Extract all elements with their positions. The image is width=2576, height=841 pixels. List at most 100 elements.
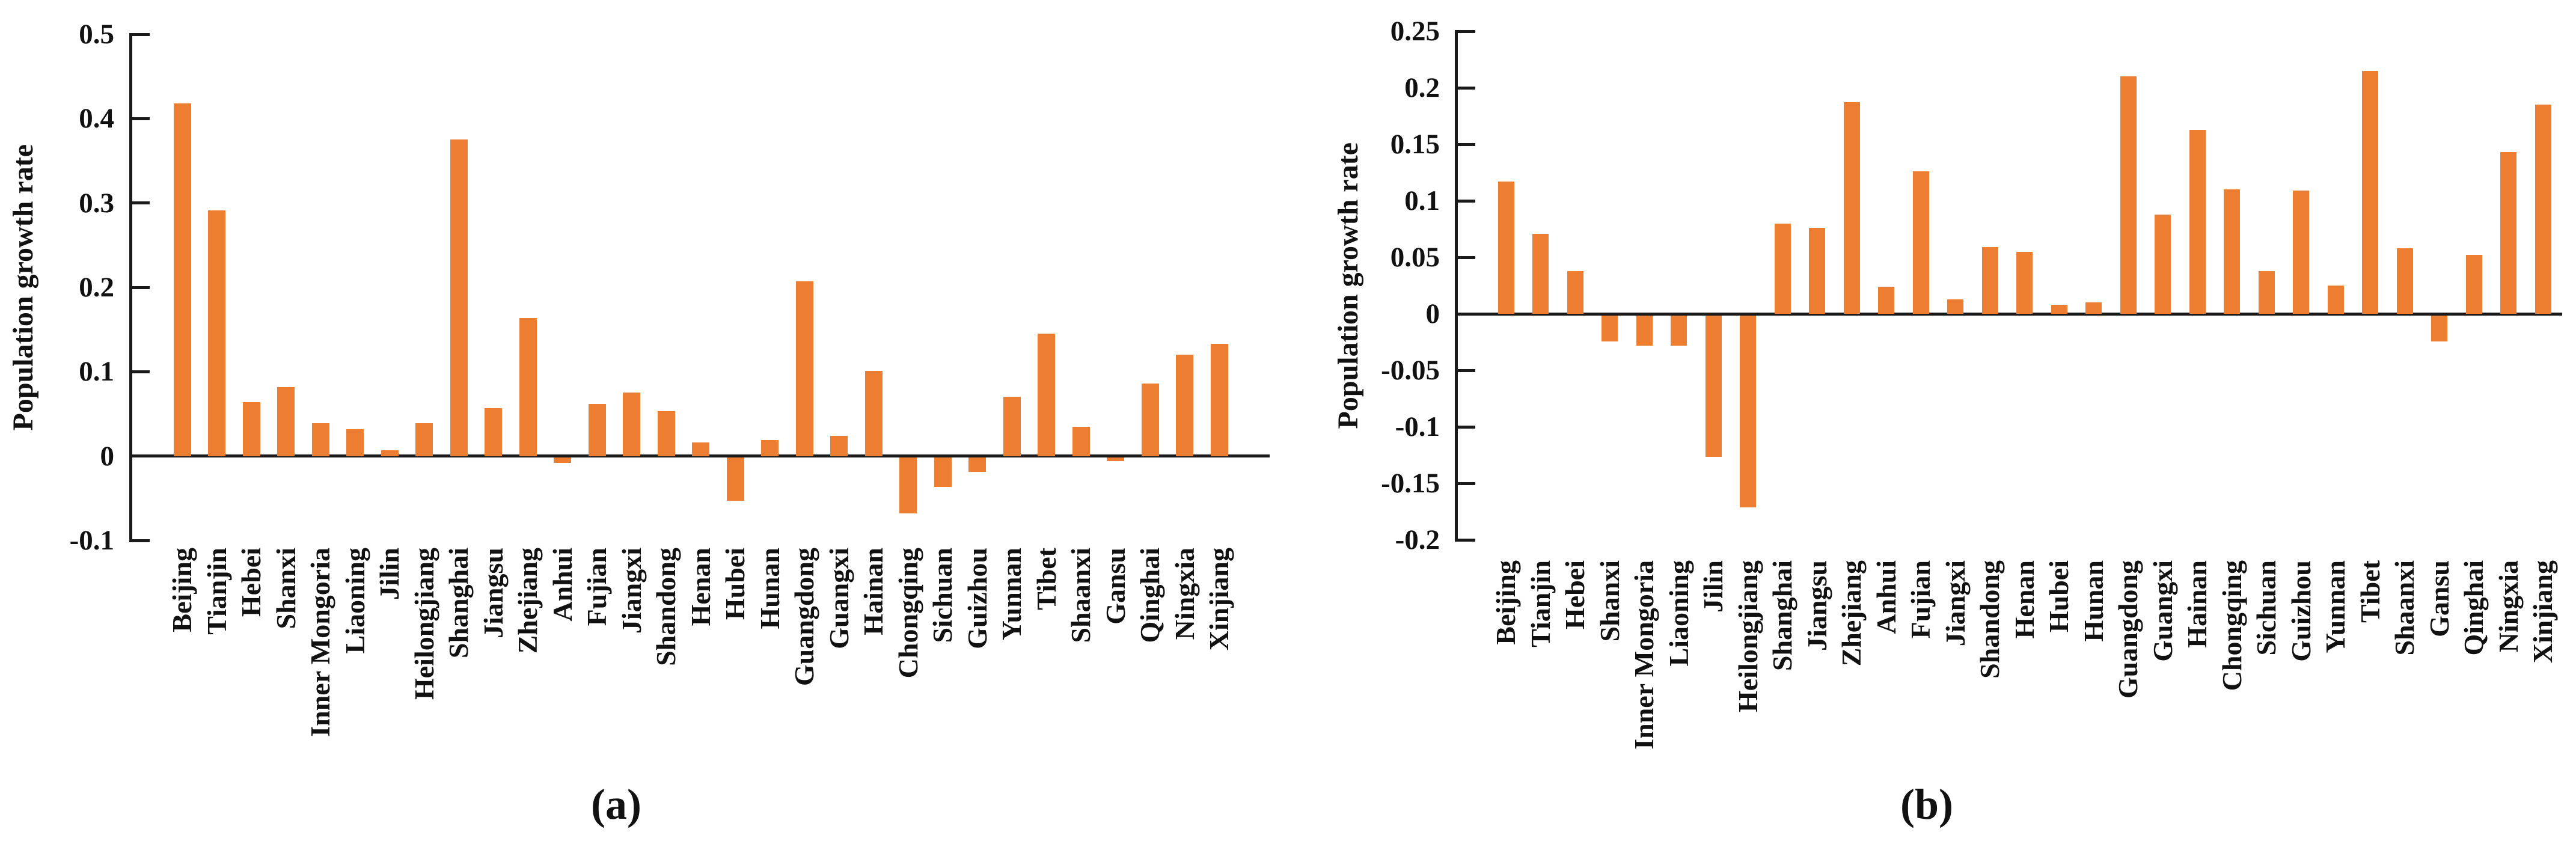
y-tick-mark: [1455, 255, 1475, 259]
x-category-label-text: Henan: [685, 548, 716, 626]
y-tick-mark: [1455, 538, 1475, 542]
bar-tibet: [1038, 334, 1055, 456]
x-category-label-text: Jilin: [1698, 560, 1728, 613]
bar-chongqing: [2224, 189, 2240, 314]
x-category-label: Sichuan: [926, 548, 959, 643]
x-category-label-text: Qinghai: [2458, 560, 2489, 656]
x-category-label-text: Shanghai: [443, 548, 474, 659]
x-category-label: Qinghai: [2457, 560, 2491, 656]
x-category-label-text: Beijing: [167, 548, 197, 632]
x-category-label: Hubei: [718, 548, 752, 620]
bar-henan: [692, 442, 709, 456]
y-tick-label: 0.4: [79, 103, 114, 135]
x-category-label-text: Guangxi: [2147, 560, 2178, 662]
x-category-label: Liaoning: [338, 548, 372, 653]
bar-yunnan: [1003, 397, 1021, 456]
x-category-label-text: Shaanxi: [1065, 548, 1096, 643]
x-category-label: Inner Mongoria: [304, 548, 337, 737]
x-category-label-text: Guizhou: [2285, 560, 2316, 662]
bar-ningxia: [2500, 152, 2516, 314]
x-category-label-text: Hainan: [858, 548, 889, 635]
bar-zhejiang: [519, 317, 537, 456]
x-category-label: Jiangsu: [477, 548, 510, 638]
x-category-label: Jilin: [373, 548, 406, 600]
y-tick-mark: [129, 201, 150, 205]
x-category-label-text: Chongqing: [892, 548, 923, 679]
y-tick-label: 0.2: [79, 272, 114, 303]
x-category-label-text: Inner Mongoria: [1629, 560, 1659, 750]
bar-gansu: [2431, 315, 2447, 341]
bar-hubei: [2051, 304, 2067, 314]
bar-inner-mongoria: [1636, 315, 1653, 346]
x-category-label-text: Guangdong: [2113, 560, 2143, 699]
bar-henan: [2016, 251, 2033, 314]
x-category-label: Fujian: [1904, 560, 1938, 638]
x-category-label: Shanxi: [269, 548, 303, 629]
x-category-label-text: Anhui: [1870, 560, 1901, 634]
x-category-label-text: Jiangsu: [1801, 560, 1832, 651]
y-tick-mark: [129, 539, 150, 542]
y-tick-label: 0.05: [1390, 242, 1440, 273]
x-category-label-text: Jiangxi: [616, 548, 647, 634]
x-category-label-text: Shandong: [650, 548, 681, 666]
bar-hainan: [2189, 129, 2206, 314]
bar-hebei: [242, 402, 260, 456]
bar-shaanxi: [2396, 248, 2413, 314]
bar-tianjin: [208, 210, 225, 456]
bar-hainan: [864, 370, 883, 456]
x-category-label: Hainan: [857, 548, 890, 635]
x-category-label-text: Guangdong: [789, 548, 819, 687]
bar-gansu: [1107, 457, 1124, 461]
x-category-label: Tianjin: [200, 548, 234, 635]
x-category-label: Guangxi: [822, 548, 856, 649]
x-category-label-text: Sichuan: [927, 548, 958, 643]
x-category-label-text: Yunnan: [996, 548, 1027, 641]
x-category-label-text: Hebei: [1559, 560, 1590, 629]
bar-hunan: [761, 440, 779, 456]
x-category-label-text: Guizhou: [961, 548, 993, 649]
x-category-label-text: Beijing: [1490, 560, 1521, 645]
bar-shanxi: [1602, 315, 1618, 341]
x-category-label-text: Zhejiang: [1836, 560, 1867, 667]
bar-shanxi: [277, 387, 295, 456]
x-category-label: Inner Mongoria: [1627, 560, 1661, 750]
bar-guangdong: [2120, 76, 2137, 314]
x-category-label: Guizhou: [961, 548, 994, 649]
x-category-label: Beijing: [165, 548, 199, 632]
bar-hunan: [2085, 302, 2102, 314]
y-tick-mark: [129, 370, 150, 373]
x-category-label-text: Tianjin: [1525, 560, 1556, 647]
bar-tianjin: [1532, 233, 1549, 314]
y-tick-mark: [129, 32, 150, 36]
x-category-label-text: Fujian: [1905, 560, 1936, 639]
x-category-label: Shandong: [1973, 560, 2007, 679]
bar-fujian: [588, 403, 606, 456]
chart-panel-b: Population growth rate (b) 0.25 0.2 0.15 0.…: [1293, 0, 2576, 841]
x-category-label: Xinjiang: [2526, 560, 2560, 663]
bar-inner-mongoria: [311, 423, 329, 456]
x-category-label: Fujian: [580, 548, 614, 626]
bar-fujian: [1912, 171, 1929, 314]
y-tick-label: -0.2: [1395, 524, 1440, 555]
x-category-label-text: Hebei: [236, 548, 266, 617]
x-category-label: Jiangxi: [615, 548, 649, 634]
x-category-label-text: Inner Mongoria: [305, 548, 335, 737]
x-category-label: Hebei: [234, 548, 268, 617]
x-category-label: Shanxi: [1593, 560, 1627, 642]
bar-shandong: [1981, 247, 1998, 314]
x-category-label-text: Tibet: [2354, 560, 2385, 623]
bar-sichuan: [2258, 271, 2275, 314]
x-category-label: Jiangsu: [1800, 560, 1834, 651]
chart-caption-a: (a): [591, 780, 641, 828]
bar-shaanxi: [1072, 426, 1090, 456]
x-category-label: Beijing: [1489, 560, 1523, 645]
bar-xinjiang: [1210, 344, 1228, 456]
bar-hubei: [726, 457, 744, 501]
x-category-label: Tibet: [1030, 548, 1063, 610]
y-tick-label: 0.3: [79, 187, 114, 219]
y-tick-mark: [129, 454, 150, 458]
y-tick-label: 0: [1425, 298, 1440, 329]
bar-zhejiang: [1843, 102, 1860, 314]
x-category-label: Gansu: [2423, 560, 2456, 637]
